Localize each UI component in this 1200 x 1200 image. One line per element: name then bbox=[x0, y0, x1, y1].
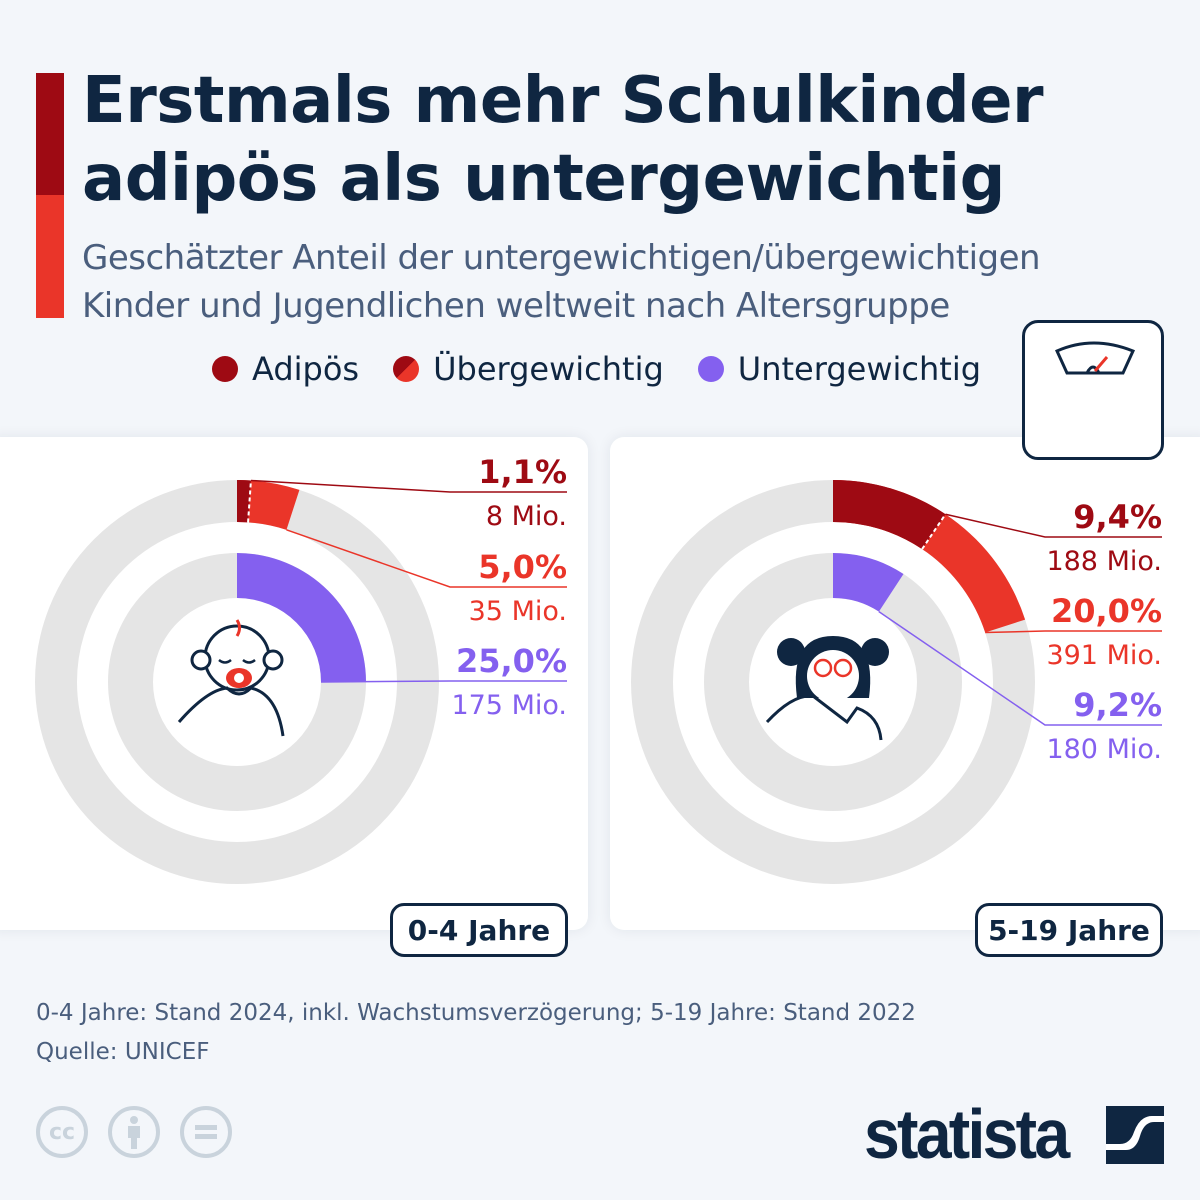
by-icon bbox=[108, 1106, 160, 1158]
subtitle: Geschätzter Anteil der untergewichtigen/… bbox=[82, 234, 1041, 330]
legend-label: Adipös bbox=[252, 350, 360, 388]
page-title: Erstmals mehr Schulkinder adipös als unt… bbox=[82, 62, 1044, 218]
value-label: 1,1% bbox=[478, 453, 567, 491]
value-label: 9,4% bbox=[1073, 498, 1162, 536]
circle-half-red-icon bbox=[393, 356, 420, 382]
leader-line bbox=[286, 529, 567, 588]
legend-item-untergewichtig: Untergewichtig bbox=[697, 350, 982, 388]
title-accent-light bbox=[36, 195, 64, 318]
leader-line bbox=[250, 479, 567, 493]
legend: Adipös Übergewichtig Untergewichtig bbox=[212, 350, 981, 388]
count-label: 8 Mio. bbox=[486, 501, 567, 532]
leader-line bbox=[878, 611, 1162, 726]
circle-purple-icon bbox=[697, 356, 724, 382]
leader-line bbox=[985, 630, 1162, 634]
statista-logo: statista bbox=[864, 1095, 1070, 1173]
segment-adipoes bbox=[237, 480, 251, 523]
count-label: 35 Mio. bbox=[469, 596, 567, 627]
title-line-1: Erstmals mehr Schulkinder bbox=[82, 64, 1044, 138]
count-label: 180 Mio. bbox=[1046, 734, 1162, 765]
girl-icon bbox=[765, 636, 889, 741]
value-label: 9,2% bbox=[1073, 686, 1162, 724]
value-label: 20,0% bbox=[1051, 592, 1162, 630]
leader-line bbox=[945, 513, 1162, 538]
count-label: 188 Mio. bbox=[1046, 546, 1162, 577]
cc-icon: cc bbox=[36, 1106, 88, 1158]
count-label: 175 Mio. bbox=[451, 690, 567, 721]
value-label: 5,0% bbox=[478, 548, 567, 586]
segment-divider bbox=[921, 513, 947, 550]
legend-item-uebergewichtig: Übergewichtig bbox=[393, 350, 664, 388]
segment-uebergewichtig bbox=[237, 480, 300, 530]
leader-line bbox=[320, 680, 567, 683]
count-label: 391 Mio. bbox=[1046, 640, 1162, 671]
title-line-2: adipös als untergewichtig bbox=[82, 142, 1005, 216]
age-group-badge-5-19: 5-19 Jahre bbox=[975, 903, 1163, 957]
title-accent-dark bbox=[36, 73, 64, 195]
segment-untergewichtig bbox=[237, 553, 366, 682]
segment-adipoes bbox=[833, 480, 946, 550]
legend-item-adipoes: Adipös bbox=[212, 350, 359, 388]
segment-divider bbox=[247, 480, 252, 523]
cc-text: cc bbox=[48, 1119, 76, 1145]
legend-label: Untergewichtig bbox=[737, 350, 982, 388]
subtitle-line-2: Kinder und Jugendlichen weltweit nach Al… bbox=[82, 286, 950, 326]
subtitle-line-1: Geschätzter Anteil der untergewichtigen/… bbox=[82, 238, 1041, 278]
nd-icon bbox=[180, 1106, 232, 1158]
baby-icon bbox=[177, 619, 285, 737]
legend-label: Übergewichtig bbox=[433, 350, 664, 388]
circle-dark-red-icon bbox=[212, 356, 238, 382]
age-group-badge-0-4: 0-4 Jahre bbox=[390, 903, 568, 957]
statista-logo-mark bbox=[1106, 1106, 1164, 1164]
scale-icon bbox=[1022, 320, 1164, 460]
footnote: 0-4 Jahre: Stand 2024, inkl. Wachstumsve… bbox=[36, 1000, 916, 1026]
segment-untergewichtig bbox=[833, 553, 904, 612]
value-label: 25,0% bbox=[456, 642, 567, 680]
source: Quelle: UNICEF bbox=[36, 1039, 210, 1065]
